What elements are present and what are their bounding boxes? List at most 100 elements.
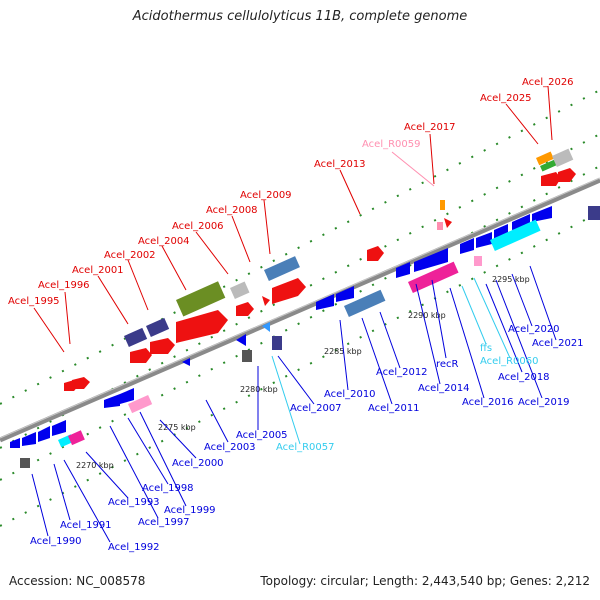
label-acel-2025[interactable]: Acel_2025 <box>480 93 532 104</box>
gene-acel-2021-purple[interactable] <box>588 206 600 220</box>
label-acel-2003[interactable]: Acel_2003 <box>204 442 256 453</box>
label-acel-1990[interactable]: Acel_1990 <box>30 536 82 547</box>
scale-label-2290: 2290 kbp <box>408 311 446 320</box>
genome-summary-text: Topology: circular; Length: 2,443,540 bp… <box>260 574 590 588</box>
label-acel-2011[interactable]: Acel_2011 <box>368 403 420 414</box>
label-acel-1991[interactable]: Acel_1991 <box>60 520 112 531</box>
gene-acel-2002-purple[interactable] <box>146 317 170 337</box>
gene-acel-2017-orange[interactable] <box>440 200 445 210</box>
gene-acel-2025[interactable] <box>541 172 561 186</box>
gene-acel-2019-cyan[interactable] <box>489 219 541 251</box>
scale-label-2280: 2280 kbp <box>240 385 278 394</box>
gene-acel-2009[interactable] <box>272 278 306 304</box>
gene-acel-2008[interactable] <box>236 302 254 316</box>
label-acel-2026[interactable]: Acel_2026 <box>522 77 574 88</box>
genome-backbone <box>0 177 600 443</box>
label-acel-2008[interactable]: Acel_2008 <box>206 205 258 216</box>
gene-acel-1993[interactable] <box>52 420 66 436</box>
gene-acel-2003[interactable] <box>182 358 190 366</box>
label-acel-1992[interactable]: Acel_1992 <box>108 542 160 553</box>
gene-acel-2025-green[interactable] <box>540 159 558 172</box>
top-gene-labels: Acel_1995 Acel_1996 Acel_2001 Acel_2002 … <box>8 77 574 307</box>
label-acel-2004[interactable]: Acel_2004 <box>138 236 190 247</box>
gene-acel-2011[interactable] <box>336 286 354 302</box>
label-acel-2013[interactable]: Acel_2013 <box>314 159 366 170</box>
label-acel-2016[interactable]: Acel_2016 <box>462 397 514 408</box>
gene-acel-2017[interactable] <box>444 218 452 228</box>
label-acel-2000[interactable]: Acel_2000 <box>172 458 224 469</box>
gene-acel-1992[interactable] <box>38 426 50 442</box>
gene-acel-2016[interactable] <box>460 238 474 254</box>
bottom-leader-lines <box>31 265 557 543</box>
label-acel-2002[interactable]: Acel_2002 <box>104 250 156 261</box>
label-acel-2001[interactable]: Acel_2001 <box>72 265 124 276</box>
gene-acel-2007-purple[interactable] <box>272 336 282 350</box>
label-acel-2006[interactable]: Acel_2006 <box>172 221 224 232</box>
label-acel-2014[interactable]: Acel_2014 <box>418 383 470 394</box>
gene-acel-2010-blue[interactable] <box>344 289 386 317</box>
gene-acel-2001-purple[interactable] <box>124 327 148 347</box>
gene-acel-1997[interactable] <box>104 394 120 408</box>
label-acel-1998[interactable]: Acel_1998 <box>142 483 194 494</box>
label-acel-2018[interactable]: Acel_2018 <box>498 372 550 383</box>
scale-label-2270: 2270 kbp <box>76 461 114 470</box>
gene-acel-2001[interactable] <box>130 348 152 363</box>
label-acel-1995[interactable]: Acel_1995 <box>8 296 60 307</box>
gene-acel-2005-grey[interactable] <box>242 350 252 362</box>
label-acel-2009[interactable]: Acel_2009 <box>240 190 292 201</box>
gene-acel-2018[interactable] <box>476 232 492 248</box>
gene-acel-1993-pink[interactable] <box>127 395 153 414</box>
label-acel-2012[interactable]: Acel_2012 <box>376 367 428 378</box>
label-acel-r0060[interactable]: Acel_R0060 <box>480 356 539 367</box>
gene-acel-2014-pink[interactable] <box>408 261 459 293</box>
gene-acel-2004-green[interactable] <box>176 281 226 317</box>
gene-acel-2010[interactable] <box>316 294 334 310</box>
gene-acel-2013[interactable] <box>367 246 384 261</box>
label-acel-2010[interactable]: Acel_2010 <box>324 389 376 400</box>
gene-acel-2026-grey[interactable] <box>552 148 574 167</box>
label-acel-1999[interactable]: Acel_1999 <box>164 505 216 516</box>
gene-acel-2007[interactable] <box>262 322 270 332</box>
label-recr[interactable]: recR <box>436 359 459 370</box>
scale-label-2275: 2275 kbp <box>158 423 196 432</box>
gene-acel-2026[interactable] <box>558 168 576 182</box>
label-acel-2020[interactable]: Acel_2020 <box>508 324 560 335</box>
gene-acel-2021[interactable] <box>532 206 552 222</box>
label-acel-2021[interactable]: Acel_2021 <box>532 338 584 349</box>
gene-acel-2009-blue[interactable] <box>263 256 300 281</box>
gene-acel-2004[interactable] <box>176 310 228 343</box>
scale-labels: 2270 kbp 2275 kbp 2280 kbp 2285 kbp 2290… <box>76 275 530 470</box>
gene-acel-2014[interactable] <box>414 248 448 272</box>
gene-acel-2009-marker[interactable] <box>262 296 270 306</box>
label-ffs[interactable]: ffs <box>480 343 492 354</box>
gene-acel-1990-grey[interactable] <box>20 458 30 468</box>
gene-acel-1996[interactable] <box>72 377 90 389</box>
genome-title: Acidothermus cellulolyticus 11B, complet… <box>132 9 468 24</box>
label-acel-r0057[interactable]: Acel_R0057 <box>276 442 335 453</box>
scale-label-2285: 2285 kbp <box>324 347 362 356</box>
gene-acel-2025-orange[interactable] <box>535 151 554 166</box>
label-acel-1993[interactable]: Acel_1993 <box>108 497 160 508</box>
reverse-genes <box>10 206 600 468</box>
gene-acel-2006-grey[interactable] <box>230 281 250 299</box>
label-acel-1996[interactable]: Acel_1996 <box>38 280 90 291</box>
gene-rna-r0059[interactable] <box>437 222 443 230</box>
gene-rna-ffs[interactable] <box>474 256 482 266</box>
forward-genes <box>64 148 576 391</box>
gene-acel-1998[interactable] <box>120 388 134 404</box>
label-acel-2005[interactable]: Acel_2005 <box>236 430 288 441</box>
label-acel-2019[interactable]: Acel_2019 <box>518 397 570 408</box>
gene-acel-2002[interactable] <box>150 338 175 354</box>
label-acel-2017[interactable]: Acel_2017 <box>404 122 456 133</box>
gene-acel-1992-pink[interactable] <box>68 430 85 446</box>
gene-acel-2012[interactable] <box>396 262 410 278</box>
label-acel-2007[interactable]: Acel_2007 <box>290 403 342 414</box>
scale-label-2295: 2295 kbp <box>492 275 530 284</box>
gene-acel-1991[interactable] <box>22 432 36 446</box>
gene-acel-2005[interactable] <box>236 334 246 346</box>
bottom-gene-labels: Acel_1990 Acel_1991 Acel_1992 Acel_1993 … <box>30 324 584 553</box>
label-acel-r0059[interactable]: Acel_R0059 <box>362 139 421 150</box>
label-acel-1997[interactable]: Acel_1997 <box>138 517 190 528</box>
gene-acel-1990[interactable] <box>10 438 20 448</box>
